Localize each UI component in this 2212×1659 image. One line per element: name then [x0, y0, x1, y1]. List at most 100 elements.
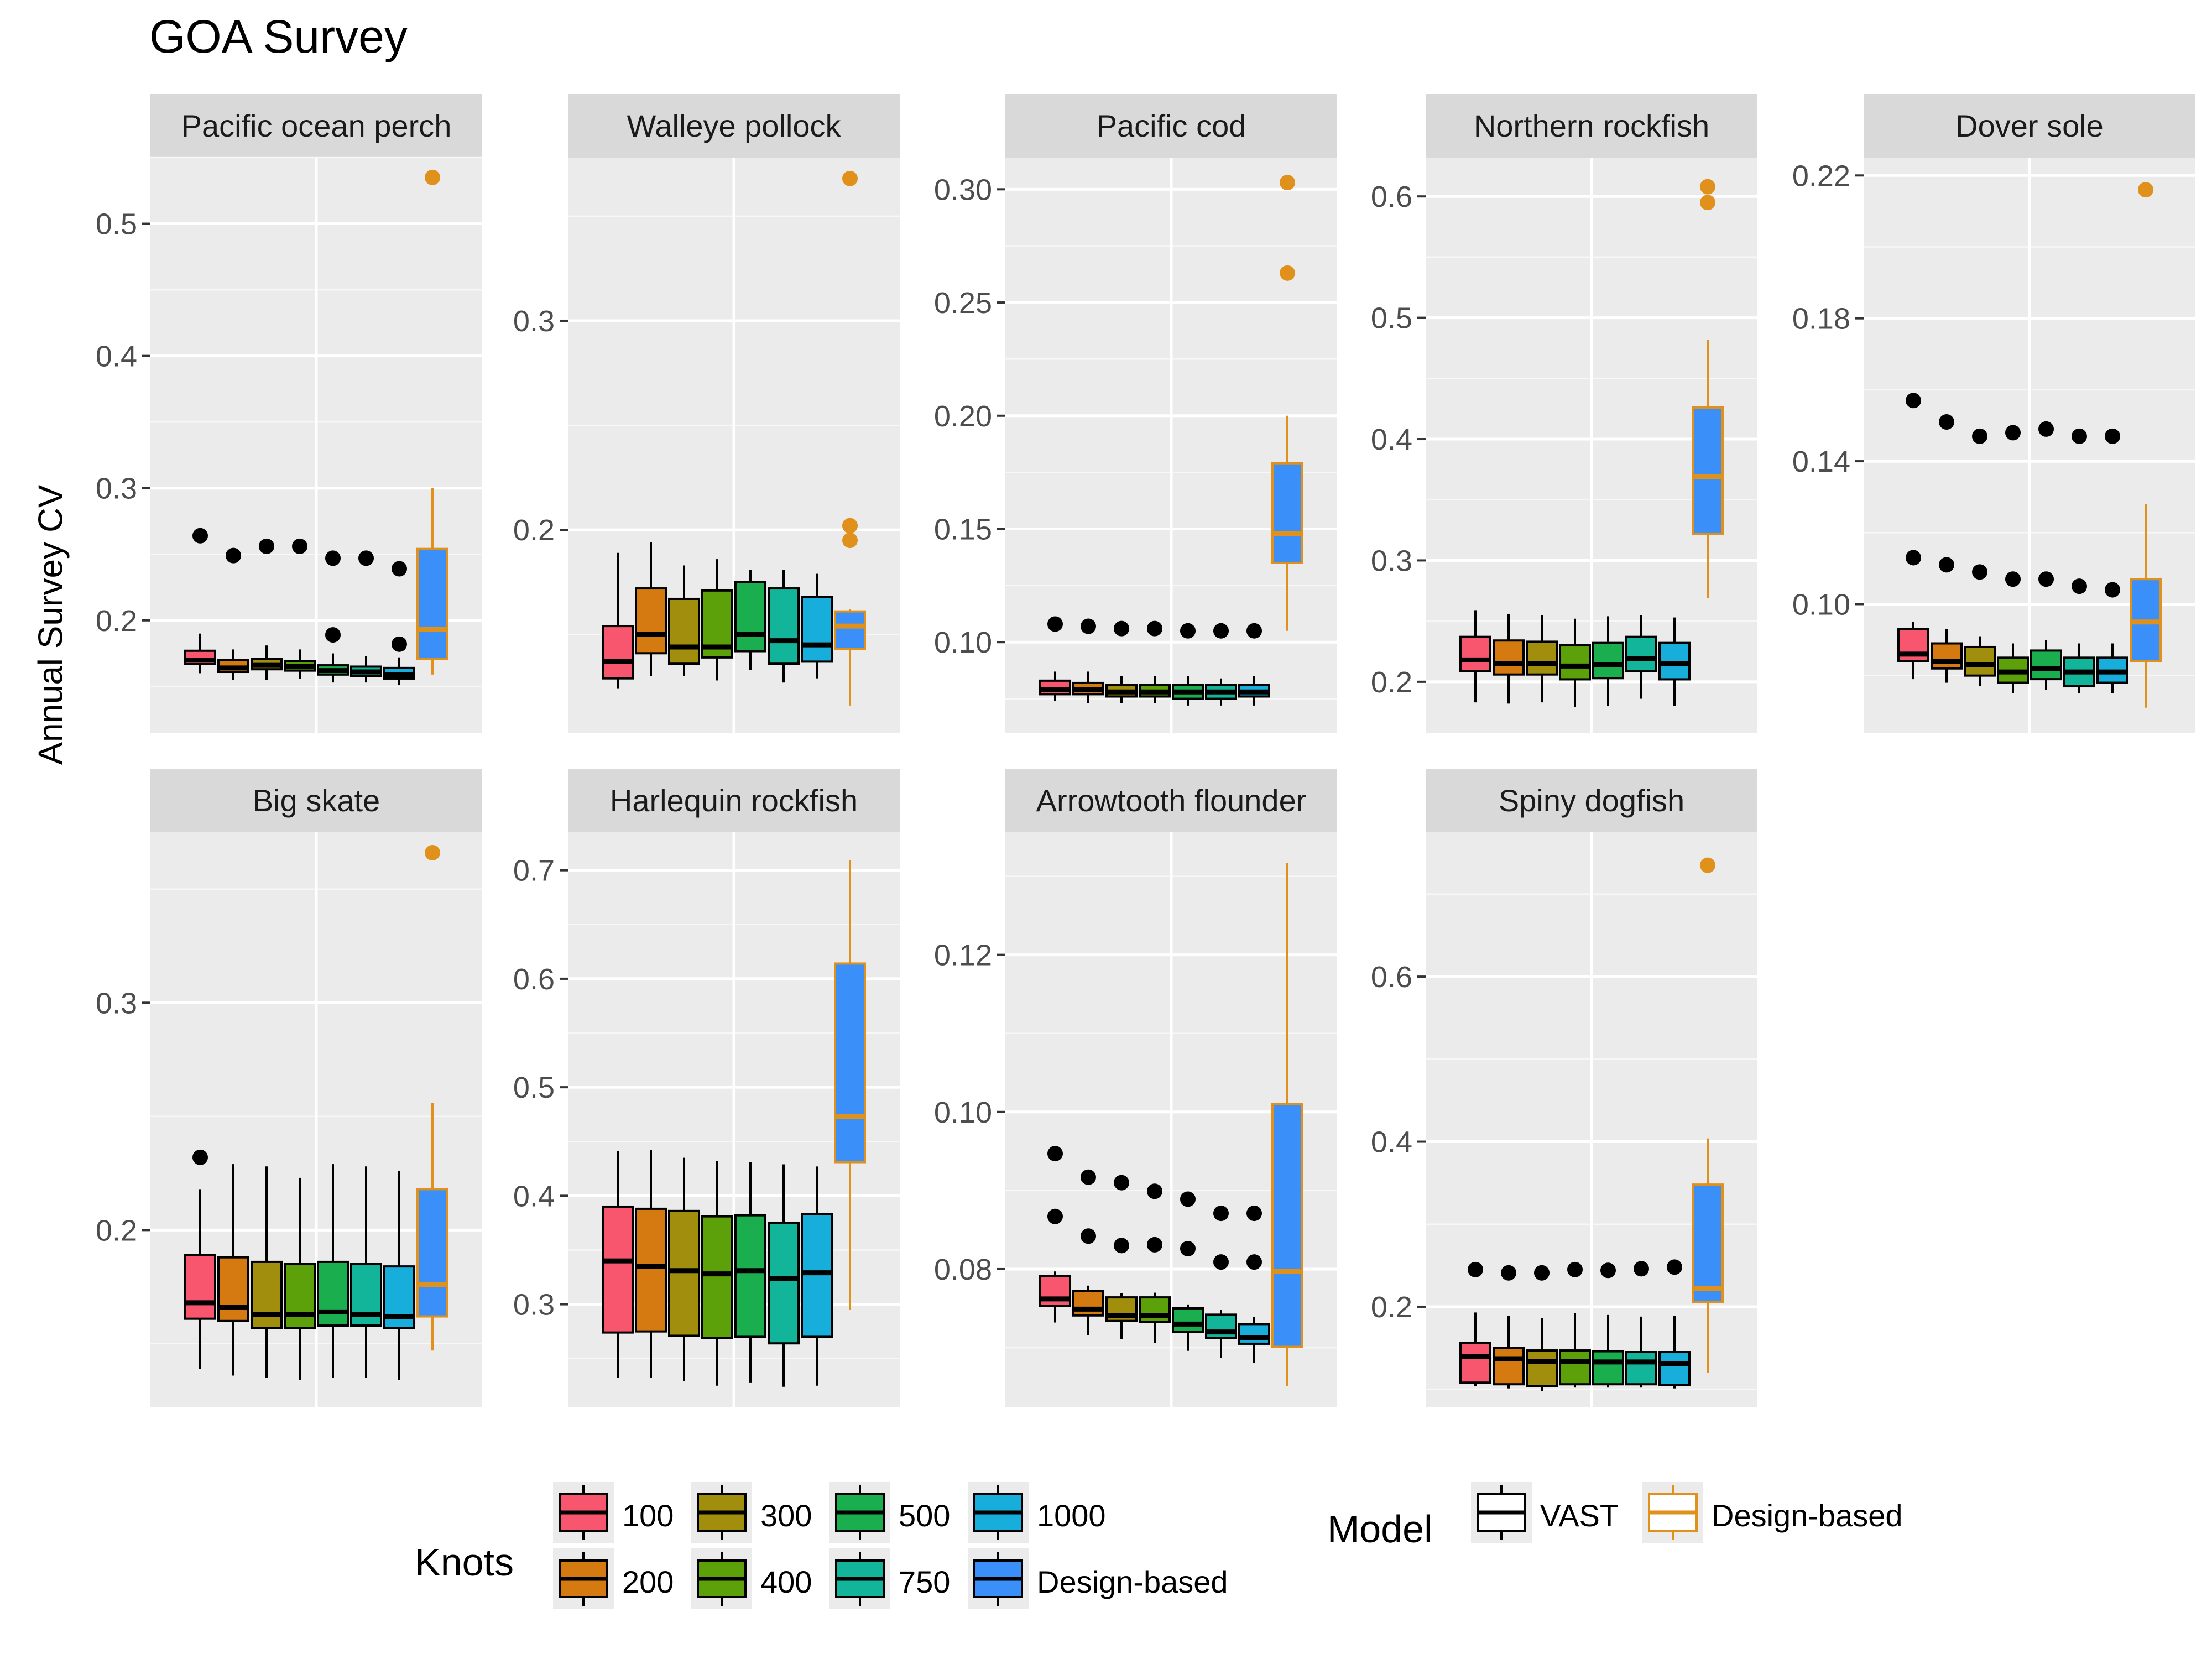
box-iqr [416, 547, 448, 660]
box-iqr [1072, 1290, 1104, 1317]
box-iqr [801, 1213, 833, 1338]
boxplot-design-based [2130, 182, 2162, 708]
boxplot-100 [184, 1149, 216, 1369]
legend-label: 300 [760, 1498, 812, 1533]
box-iqr [1526, 1349, 1558, 1387]
panel-strip [1426, 769, 1757, 832]
outlier-point [292, 538, 307, 554]
boxplot-100 [602, 1151, 634, 1379]
boxplot-750 [1625, 615, 1657, 699]
legend-key [1471, 1482, 1532, 1543]
y-tick-label: 0.2 [1371, 1291, 1412, 1324]
y-tick-label: 0.4 [513, 1180, 555, 1213]
box-iqr [1271, 1103, 1303, 1348]
boxplot-400 [1997, 425, 2029, 693]
panel-title: Pacific cod [1097, 108, 1246, 143]
boxplot-1000 [1238, 1206, 1270, 1363]
boxplot-300 [1105, 620, 1138, 703]
box-iqr [1172, 1307, 1204, 1333]
boxplot-200 [217, 1164, 249, 1376]
boxplot-300 [1105, 1175, 1138, 1339]
legend-key [830, 1548, 890, 1609]
outlier-point [2038, 571, 2054, 587]
outlier-point [1700, 857, 1715, 873]
y-tick-label: 0.14 [1792, 445, 1850, 478]
y-tick-label: 0.4 [96, 340, 137, 373]
box-iqr [1692, 406, 1724, 535]
boxplot-300 [1964, 428, 1996, 687]
y-tick-label: 0.10 [1792, 588, 1850, 621]
legend-key [553, 1482, 614, 1543]
box-iqr [1493, 1347, 1525, 1386]
boxplot-750 [768, 1164, 800, 1387]
boxplot-200 [1493, 1265, 1525, 1389]
outlier-point [1114, 1238, 1129, 1254]
box-iqr [768, 587, 800, 665]
outlier-point [1906, 550, 1921, 566]
outlier-point [1972, 564, 1987, 580]
boxplot-300 [251, 538, 283, 680]
legend-label: 750 [899, 1564, 951, 1599]
box-iqr [1493, 639, 1525, 676]
y-tick-label: 0.5 [1371, 302, 1412, 335]
box-iqr [416, 1188, 448, 1318]
box-iqr [635, 587, 667, 655]
boxplot-750 [768, 570, 800, 683]
outlier-point [1213, 1206, 1229, 1222]
outlier-point [1114, 620, 1129, 637]
legend-label: 500 [899, 1498, 951, 1533]
box-iqr [602, 625, 634, 680]
boxplot-1000 [1238, 623, 1270, 706]
boxplot-design-based [1271, 175, 1303, 631]
box-iqr [1139, 1296, 1171, 1323]
boxplot-200 [1072, 1169, 1104, 1335]
boxplot-design-based [834, 170, 866, 706]
y-tick-label: 0.3 [96, 472, 137, 505]
panel-strip [1426, 94, 1757, 158]
boxplot-750 [350, 550, 382, 683]
outlier-point [425, 844, 440, 860]
legend-label: Design-based [1712, 1498, 1903, 1533]
outlier-point [1180, 1241, 1196, 1257]
box-iqr [801, 596, 833, 663]
y-tick-label: 0.3 [513, 1288, 555, 1322]
legend-label: VAST [1540, 1498, 1619, 1533]
boxplot-400 [1559, 1261, 1591, 1388]
panel-title: Walleye pollock [627, 108, 842, 143]
boxplot-100 [1459, 1261, 1491, 1386]
panel-title: Arrowtooth flounder [1036, 783, 1307, 818]
outlier-point [1114, 1175, 1129, 1191]
boxplot-400 [701, 1161, 733, 1386]
outlier-point [358, 550, 374, 566]
boxplot-750 [350, 1166, 382, 1378]
box-iqr [217, 1256, 249, 1322]
outlier-point [1047, 616, 1063, 632]
outlier-point [842, 170, 858, 186]
box-iqr [1964, 645, 1996, 677]
outlier-point [192, 528, 208, 544]
outlier-point [392, 561, 407, 577]
box-iqr [184, 1254, 216, 1320]
box-iqr [1459, 635, 1491, 672]
y-tick-label: 0.22 [1792, 159, 1850, 192]
box-iqr [602, 1205, 634, 1334]
outlier-point [1081, 1228, 1096, 1244]
outlier-point [2105, 582, 2120, 598]
box-iqr [1658, 1351, 1691, 1386]
boxplot-500 [1592, 616, 1624, 706]
boxplot-100 [1039, 1146, 1071, 1323]
outlier-point [1567, 1261, 1583, 1277]
panel-strip [150, 769, 482, 832]
outlier-point [1180, 623, 1196, 639]
outlier-point [1280, 265, 1295, 281]
boxplot-1000 [383, 1171, 415, 1380]
boxplot-200 [1493, 613, 1525, 704]
panel-strip [568, 769, 900, 832]
outlier-point [1047, 1146, 1063, 1162]
panel-pacific-cod: Pacific cod 0.10 0.15 0.20 0.25 0.30 [934, 94, 1337, 733]
outlier-point [325, 627, 341, 643]
legend-label: 100 [622, 1498, 674, 1533]
outlier-point [1906, 393, 1921, 409]
panel-walleye-pollock: Walleye pollock 0.2 0.3 [513, 94, 900, 733]
legend-key [553, 1548, 614, 1609]
